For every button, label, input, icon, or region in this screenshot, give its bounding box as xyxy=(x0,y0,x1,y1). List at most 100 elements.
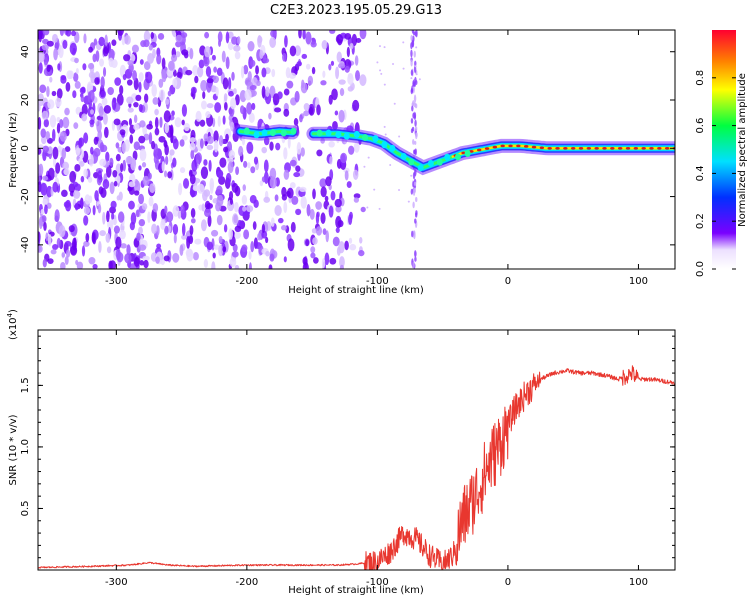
spectrogram-noise-cell xyxy=(50,249,57,255)
spectrogram-noise-cell xyxy=(83,33,87,44)
spectrogram-noise-cell xyxy=(108,57,114,68)
spectrogram-noise-cell xyxy=(41,44,49,51)
spectrogram-noise-cell xyxy=(234,202,239,213)
spectrogram-noise-cell xyxy=(241,194,248,205)
spectrogram-noise-cell xyxy=(42,145,49,153)
spectrogram-noise-cell xyxy=(373,188,376,191)
spectrogram-noise-cell xyxy=(146,123,153,130)
spectrogram-noise-cell xyxy=(167,171,173,179)
spectrogram-noise-cell xyxy=(164,170,168,178)
spectrogram-ridge-blob xyxy=(353,130,360,138)
snr-x-tick-label: 100 xyxy=(629,577,648,588)
spectrogram-noise-cell xyxy=(133,123,140,131)
spectrogram-noise-cell xyxy=(415,46,418,49)
spectrogram-noise-cell xyxy=(85,232,90,243)
spectrogram-noise-cell xyxy=(181,234,187,240)
spectrogram-noise-cell xyxy=(43,57,48,66)
spectrogram-noise-cell xyxy=(246,102,253,115)
spectrogram-noise-cell xyxy=(257,35,263,44)
spectrogram-noise-cell xyxy=(337,63,346,69)
spectrogram-noise-cell xyxy=(271,68,276,78)
spectrogram-noise-cell xyxy=(310,41,317,48)
spectrogram-noise-cell xyxy=(192,65,199,76)
spectrogram-noise-cell xyxy=(90,146,94,155)
spectrogram-noise-cell xyxy=(104,34,108,47)
spectrogram-noise-cell xyxy=(261,223,266,233)
spectrogram-noise-cell xyxy=(222,246,227,253)
spectrogram-noise-cell xyxy=(336,51,342,63)
spectrogram-noise-cell xyxy=(113,180,118,187)
spectrogram-noise-cell xyxy=(145,71,153,84)
spectrogram-noise-cell xyxy=(180,32,188,38)
spectrogram-noise-cell xyxy=(128,181,136,188)
spectrogram-noise-cell xyxy=(133,180,141,193)
spectrogram-noise-cell xyxy=(283,88,290,96)
spectrogram-noise-cell xyxy=(46,64,51,72)
spectrogram-noise-cell xyxy=(348,145,355,155)
spectrogram-noise-cell xyxy=(47,233,52,247)
spectrogram-noise-cell xyxy=(235,166,240,175)
spectrogram-noise-cell xyxy=(277,217,284,224)
spectrogram-noise-cell xyxy=(148,196,154,207)
spectrogram-ridge-peak xyxy=(649,146,654,150)
spectrogram-noise-cell xyxy=(316,104,321,116)
spectrogram-noise-cell xyxy=(171,110,175,117)
spectrogram-noise-cell xyxy=(38,62,43,74)
spectrogram-noise-cell xyxy=(175,51,181,58)
spectrogram-noise-cell xyxy=(133,77,139,91)
spectrogram-noise-cell xyxy=(180,204,185,214)
snr-y-tick-label: 0.5 xyxy=(20,501,31,517)
spectrogram-noise-cell xyxy=(99,142,105,153)
spectrogram-ridge-blob xyxy=(372,135,379,143)
snr-multiplier-exponent: 4 xyxy=(6,312,14,317)
spectrogram-noise-cell xyxy=(305,239,310,247)
spectrogram-noise-cell xyxy=(378,45,381,48)
spectrogram-noise-cell xyxy=(59,118,64,129)
colorbar: 0.0 0.2 0.4 0.6 0.8 Normalized spectral ampl… xyxy=(695,30,748,277)
spectrogram-noise-cell xyxy=(205,111,211,119)
spectrogram-noise-cell xyxy=(102,179,110,190)
spectrogram-noise-cell xyxy=(117,211,125,223)
spectrogram-noise-cell xyxy=(68,225,75,233)
spectrogram-noise-cell xyxy=(337,219,344,228)
spectrogram-noise-cell xyxy=(414,76,417,84)
spectrogram-noise-cell xyxy=(281,194,288,201)
spectrogram-noise-cell xyxy=(380,72,383,75)
spectrogram-noise-cell xyxy=(347,73,354,85)
spectrogram-noise-cell xyxy=(214,102,222,113)
spectrogram-noise-cell xyxy=(352,99,360,112)
spectrogram-noise-cell xyxy=(138,135,146,144)
spectrogram-noise-cell xyxy=(269,141,274,151)
spectrogram-noise-cell xyxy=(283,169,290,180)
spectrogram-noise-cell xyxy=(139,120,146,128)
spectrogram-noise-cell xyxy=(203,259,209,268)
spectrogram-noise-cell xyxy=(324,195,329,202)
spectrogram-noise-cell xyxy=(283,147,288,160)
spectrogram-noise-cell xyxy=(227,161,234,174)
spectrogram-noise-cell xyxy=(138,72,144,82)
spectrogram-noise-cell xyxy=(411,126,415,132)
spectrogram-noise-cell xyxy=(147,172,152,180)
spectrogram-noise-cell xyxy=(49,114,57,128)
spectrogram-x-tick-label: 0 xyxy=(505,276,511,287)
snr-series-line xyxy=(38,365,675,570)
spectrogram-noise-cell xyxy=(303,102,310,111)
spectrogram-noise-cell xyxy=(410,88,413,95)
spectrogram-noise-cell xyxy=(331,88,338,101)
spectrogram-noise-cell xyxy=(204,31,210,39)
spectrogram-noise-cell xyxy=(189,142,196,151)
spectrogram-y-tick-label: 40 xyxy=(20,45,31,58)
spectrogram-noise-cell xyxy=(212,252,216,259)
spectrogram-noise-cell xyxy=(64,256,69,265)
spectrogram-noise-cell xyxy=(270,217,275,227)
snr-x-tick-label: -300 xyxy=(105,577,128,588)
spectrogram-ridge-peak xyxy=(578,146,584,150)
spectrogram-noise-cell xyxy=(113,118,121,126)
spectrogram-noise-cell xyxy=(413,112,417,119)
spectrogram-noise-cell xyxy=(320,80,327,86)
spectrogram-ridge-blob xyxy=(253,131,260,139)
spectrogram-noise-cell xyxy=(229,198,234,205)
spectrogram-noise-cell xyxy=(65,81,71,92)
spectrogram-noise-cell xyxy=(231,36,238,45)
spectrogram-noise-cell xyxy=(315,211,320,225)
